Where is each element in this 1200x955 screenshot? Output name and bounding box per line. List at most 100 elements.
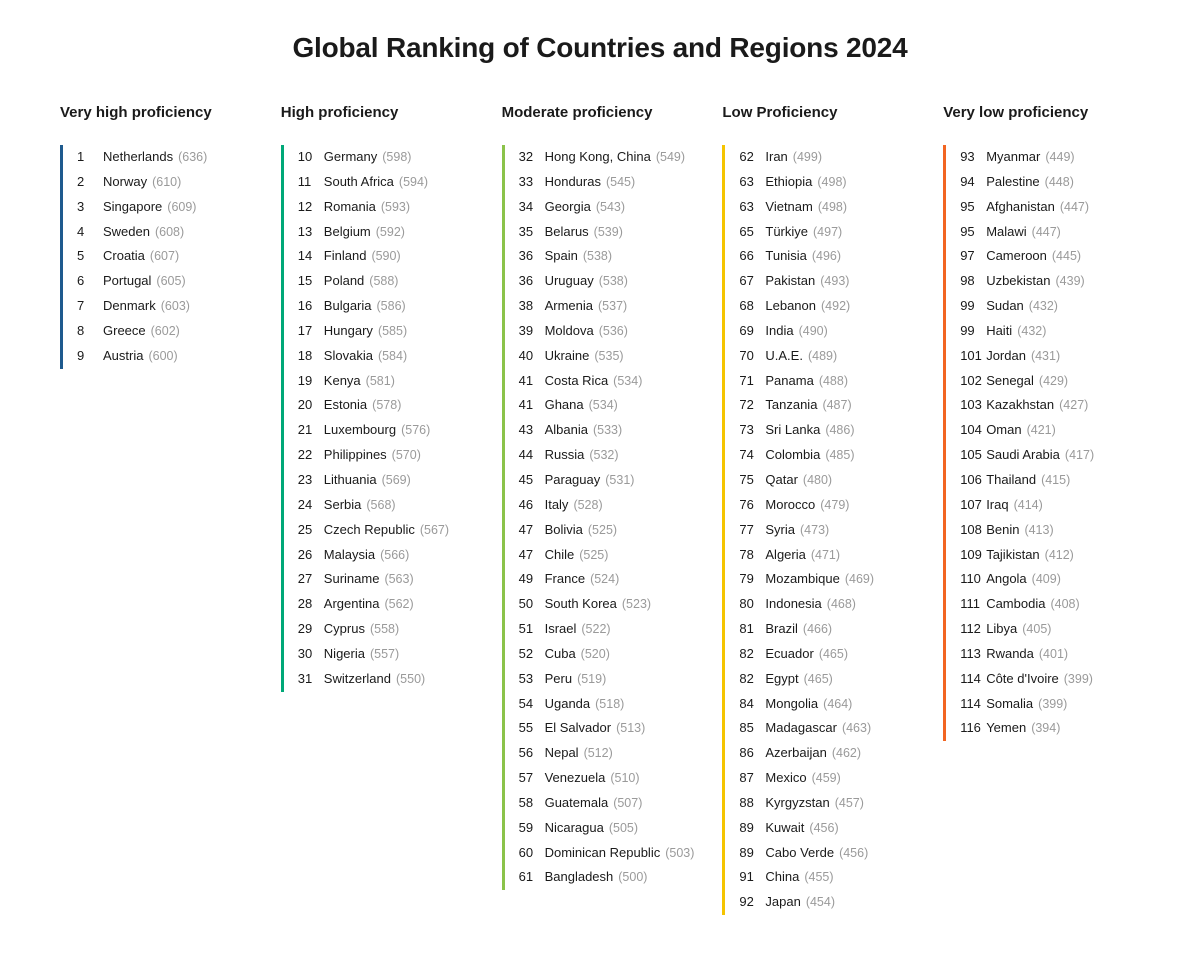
country-name: Lebanon — [765, 298, 816, 313]
country-score-wrap: Venezuela(510) — [545, 769, 640, 788]
country-name: Hungary — [324, 323, 373, 338]
list-item: 6Portugal(605) — [77, 269, 257, 294]
country-score-wrap: Palestine(448) — [986, 173, 1074, 192]
list-item: 18Slovakia(584) — [298, 344, 478, 369]
country-name: Argentina — [324, 596, 380, 611]
score-value: (608) — [155, 225, 184, 239]
country-name: Israel — [545, 621, 577, 636]
score-value: (607) — [150, 249, 179, 263]
country-name: Japan — [765, 894, 800, 909]
country-name: Serbia — [324, 497, 362, 512]
rank-number: 34 — [519, 198, 545, 217]
list-item: 58Guatemala(507) — [519, 791, 699, 816]
list-item: 91China(455) — [739, 865, 919, 890]
country-name: Uganda — [545, 696, 591, 711]
list-item: 32Hong Kong, China(549) — [519, 145, 699, 170]
country-name: Croatia — [103, 248, 145, 263]
rank-number: 88 — [739, 794, 765, 813]
country-score-wrap: Morocco(479) — [765, 496, 849, 515]
score-value: (570) — [392, 448, 421, 462]
list-item: 113Rwanda(401) — [960, 642, 1140, 667]
country-score-wrap: El Salvador(513) — [545, 719, 646, 738]
country-score-wrap: Singapore(609) — [103, 198, 196, 217]
country-name: Spain — [545, 248, 578, 263]
rank-number: 36 — [519, 272, 545, 291]
country-name: Brazil — [765, 621, 798, 636]
rank-number: 26 — [298, 546, 324, 565]
rank-number: 61 — [519, 868, 545, 887]
list-item: 65Türkiye(497) — [739, 220, 919, 245]
score-value: (432) — [1029, 299, 1058, 313]
country-score-wrap: Cambodia(408) — [986, 595, 1079, 614]
rank-number: 57 — [519, 769, 545, 788]
score-value: (513) — [616, 721, 645, 735]
list-item: 21Luxembourg(576) — [298, 418, 478, 443]
country-score-wrap: Dominican Republic(503) — [545, 844, 695, 863]
country-score-wrap: Vietnam(498) — [765, 198, 847, 217]
rank-number: 12 — [298, 198, 324, 217]
country-name: Paraguay — [545, 472, 601, 487]
country-score-wrap: Germany(598) — [324, 148, 412, 167]
rank-number: 80 — [739, 595, 765, 614]
rank-number: 94 — [960, 173, 986, 192]
column-header: Very low proficiency — [943, 104, 1140, 121]
country-score-wrap: Greece(602) — [103, 322, 180, 341]
list-item: 105Saudi Arabia(417) — [960, 443, 1140, 468]
column-header: Low Proficiency — [722, 104, 919, 121]
country-name: Tanzania — [765, 397, 817, 412]
score-value: (421) — [1027, 423, 1056, 437]
list-item: 45Paraguay(531) — [519, 468, 699, 493]
country-name: Moldova — [545, 323, 594, 338]
country-score-wrap: Israel(522) — [545, 620, 611, 639]
rank-number: 116 — [960, 719, 986, 738]
country-score-wrap: Sweden(608) — [103, 223, 184, 242]
rank-number: 70 — [739, 347, 765, 366]
country-score-wrap: Kuwait(456) — [765, 819, 838, 838]
country-score-wrap: Spain(538) — [545, 247, 612, 266]
score-value: (394) — [1031, 721, 1060, 735]
list-item: 49France(524) — [519, 567, 699, 592]
page-title: Global Ranking of Countries and Regions … — [60, 32, 1140, 64]
list-item: 17Hungary(585) — [298, 319, 478, 344]
rank-number: 67 — [739, 272, 765, 291]
list-item: 11South Africa(594) — [298, 170, 478, 195]
list-item: 25Czech Republic(567) — [298, 518, 478, 543]
rank-number: 49 — [519, 570, 545, 589]
country-score-wrap: Kenya(581) — [324, 372, 395, 391]
score-value: (531) — [605, 473, 634, 487]
score-value: (543) — [596, 200, 625, 214]
country-name: Costa Rica — [545, 373, 609, 388]
rank-number: 43 — [519, 421, 545, 440]
rank-number: 75 — [739, 471, 765, 490]
rank-number: 77 — [739, 521, 765, 540]
score-value: (463) — [842, 721, 871, 735]
rank-number: 24 — [298, 496, 324, 515]
rank-number: 9 — [77, 347, 103, 366]
score-value: (413) — [1024, 523, 1053, 537]
country-name: Denmark — [103, 298, 156, 313]
country-score-wrap: France(524) — [545, 570, 620, 589]
rank-number: 53 — [519, 670, 545, 689]
score-value: (545) — [606, 175, 635, 189]
country-name: Palestine — [986, 174, 1039, 189]
score-value: (576) — [401, 423, 430, 437]
score-value: (520) — [581, 647, 610, 661]
country-name: Pakistan — [765, 273, 815, 288]
country-name: Philippines — [324, 447, 387, 462]
country-name: Slovakia — [324, 348, 373, 363]
country-score-wrap: Finland(590) — [324, 247, 401, 266]
score-value: (539) — [594, 225, 623, 239]
country-score-wrap: Sri Lanka(486) — [765, 421, 854, 440]
score-value: (399) — [1064, 672, 1093, 686]
rank-number: 72 — [739, 396, 765, 415]
score-value: (585) — [378, 324, 407, 338]
rank-number: 84 — [739, 695, 765, 714]
score-value: (401) — [1039, 647, 1068, 661]
list-item: 55El Salvador(513) — [519, 716, 699, 741]
list-item: 2Norway(610) — [77, 170, 257, 195]
country-score-wrap: Yemen(394) — [986, 719, 1060, 738]
rank-number: 4 — [77, 223, 103, 242]
country-score-wrap: Oman(421) — [986, 421, 1056, 440]
country-score-wrap: Myanmar(449) — [986, 148, 1074, 167]
score-value: (492) — [821, 299, 850, 313]
